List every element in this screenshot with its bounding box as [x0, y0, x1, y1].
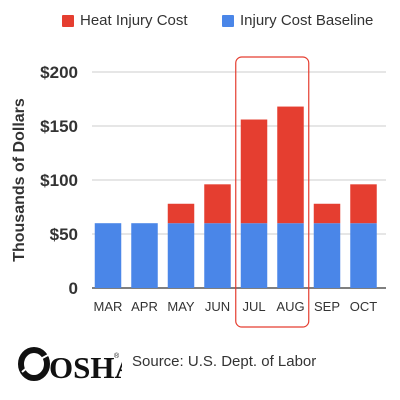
osha-logo: OSHA ® [18, 347, 122, 382]
x-tick-label-aug: AUG [276, 299, 304, 314]
x-tick-label-may: MAY [167, 299, 195, 314]
jul-aug-highlight-box [235, 56, 310, 328]
bar-oct-heat-injury-cost [350, 184, 377, 224]
bar-jul-injury-cost-baseline [240, 223, 268, 288]
osha-logo-text: OSHA [49, 350, 122, 382]
bars [94, 106, 377, 288]
bar-chart: 0 $50 $100 $150 $200 Thousands of Dollars MA… [11, 56, 386, 328]
y-axis-ticks: 0 $50 $100 $150 $200 [40, 63, 78, 298]
source-text: Source: U.S. Dept. of Labor [132, 353, 317, 370]
bar-jun-heat-injury-cost [204, 184, 231, 224]
y-tick-label-0: 0 [69, 279, 78, 298]
x-tick-label-sep: SEP [314, 299, 340, 314]
bar-jul-heat-injury-cost [240, 119, 268, 224]
bar-oct-injury-cost-baseline [350, 223, 377, 288]
legend-label-baseline: Injury Cost Baseline [240, 12, 374, 29]
bar-sep-heat-injury-cost [313, 203, 341, 224]
y-tick-label-200: $200 [40, 63, 78, 82]
y-tick-label-100: $100 [40, 171, 78, 190]
legend-swatch-baseline [222, 14, 234, 27]
footer: OSHA ® Source: U.S. Dept. of Labor [0, 340, 400, 388]
bar-jun-injury-cost-baseline [204, 223, 231, 288]
x-tick-label-oct: OCT [350, 299, 378, 314]
x-tick-label-jul: JUL [242, 299, 265, 314]
y-tick-label-150: $150 [40, 117, 78, 136]
legend-swatch-heat [62, 14, 74, 27]
bar-mar-injury-cost-baseline [94, 223, 122, 288]
y-tick-label-50: $50 [50, 225, 78, 244]
osha-logo-o-ring [18, 347, 50, 381]
x-tick-label-apr: APR [131, 299, 158, 314]
bar-apr-injury-cost-baseline [131, 223, 158, 288]
bar-sep-injury-cost-baseline [313, 223, 341, 288]
x-tick-label-jun: JUN [205, 299, 230, 314]
osha-logo-registered: ® [114, 352, 120, 360]
bar-may-heat-injury-cost [167, 203, 195, 224]
legend-label-heat: Heat Injury Cost [80, 12, 188, 29]
chart-legend: Heat Injury Cost Injury Cost Baseline [0, 12, 400, 36]
bar-may-injury-cost-baseline [167, 223, 195, 288]
x-tick-label-mar: MAR [94, 299, 123, 314]
legend-item-heat-injury-cost: Heat Injury Cost [62, 12, 188, 29]
osha-logo-swoosh [21, 354, 49, 373]
legend-item-injury-cost-baseline: Injury Cost Baseline [222, 12, 373, 29]
bar-aug-heat-injury-cost [277, 106, 304, 224]
bar-aug-injury-cost-baseline [277, 223, 304, 288]
y-axis-label: Thousands of Dollars [11, 98, 28, 262]
x-axis-labels: MAR APR MAY JUN JUL AUG SEP OCT [94, 299, 378, 314]
